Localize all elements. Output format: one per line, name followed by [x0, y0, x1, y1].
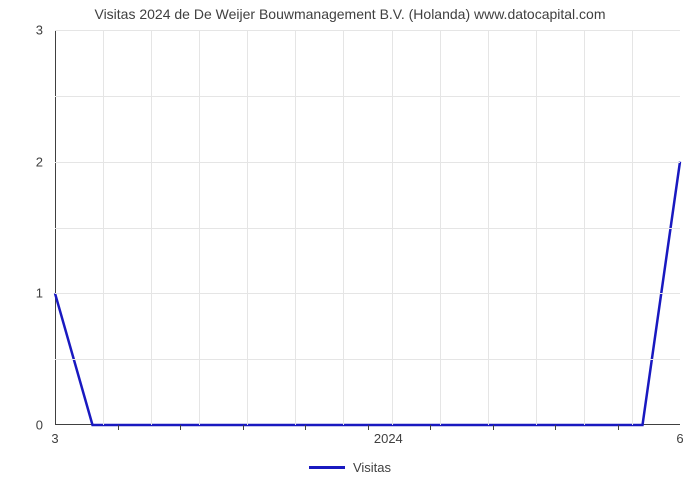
y-tick-label: 3 — [0, 23, 43, 38]
gridline-v — [440, 30, 441, 425]
gridline-h — [55, 162, 680, 163]
gridline-v — [247, 30, 248, 425]
x-minor-tick — [493, 425, 494, 430]
x-minor-tick — [243, 425, 244, 430]
x-minor-tick — [118, 425, 119, 430]
legend-swatch — [309, 466, 345, 469]
gridline-v — [536, 30, 537, 425]
gridline-h-minor — [55, 359, 680, 360]
gridline-h — [55, 30, 680, 31]
gridline-v — [199, 30, 200, 425]
legend-label: Visitas — [353, 460, 391, 475]
x-minor-tick — [180, 425, 181, 430]
gridline-v — [343, 30, 344, 425]
plot-area — [55, 30, 680, 425]
x-minor-tick — [305, 425, 306, 430]
x-tick-label: 3 — [51, 431, 58, 446]
x-tick-label: 2024 — [374, 431, 403, 446]
gridline-v — [632, 30, 633, 425]
gridline-h — [55, 293, 680, 294]
gridline-v — [103, 30, 104, 425]
gridline-v — [584, 30, 585, 425]
x-minor-tick — [555, 425, 556, 430]
x-minor-tick — [430, 425, 431, 430]
legend: Visitas — [0, 460, 700, 475]
y-tick-label: 0 — [0, 418, 43, 433]
gridline-v — [151, 30, 152, 425]
chart-container: Visitas 2024 de De Weijer Bouwmanagement… — [0, 0, 700, 500]
x-minor-tick — [368, 425, 369, 430]
gridline-h-minor — [55, 96, 680, 97]
y-tick-label: 1 — [0, 286, 43, 301]
x-minor-tick — [618, 425, 619, 430]
gridline-v — [488, 30, 489, 425]
gridline-h-minor — [55, 228, 680, 229]
x-tick-label: 6 — [676, 431, 683, 446]
y-tick-label: 2 — [0, 154, 43, 169]
gridline-v — [392, 30, 393, 425]
gridline-v — [295, 30, 296, 425]
chart-title: Visitas 2024 de De Weijer Bouwmanagement… — [0, 6, 700, 22]
